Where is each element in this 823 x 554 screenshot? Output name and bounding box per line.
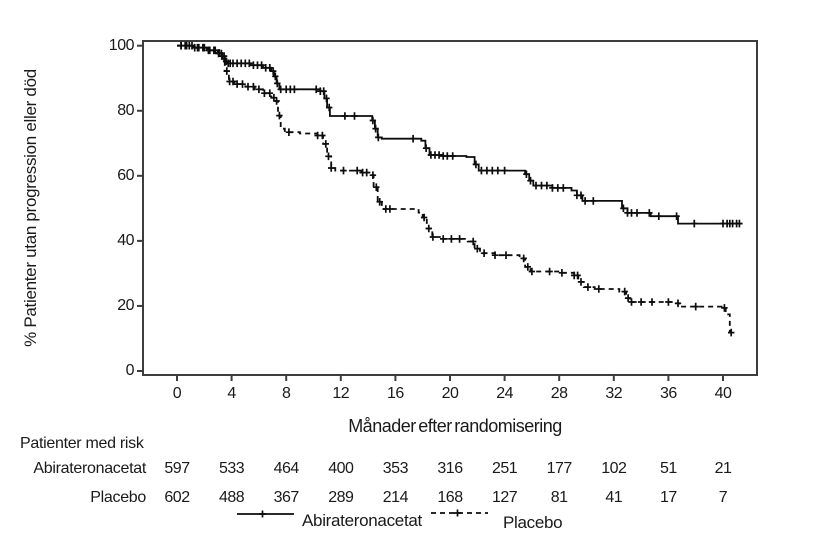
risk-count: 177: [546, 460, 573, 477]
risk-count: 214: [382, 489, 409, 506]
y-tick-label: 100: [108, 36, 135, 54]
y-tick-label: 40: [117, 231, 134, 249]
censor-marks-abirateronacetat: [177, 41, 743, 228]
risk-count: 400: [328, 460, 354, 477]
risk-count: 127: [491, 489, 518, 506]
legend-item-placebo: Placebo: [503, 513, 563, 532]
censor-marks-placebo: [177, 41, 735, 337]
legend-sample-dashed-plus-icon: [454, 509, 461, 517]
x-tick-label: 8: [281, 385, 291, 402]
risk-row-label-placebo: Placebo: [90, 489, 146, 506]
x-axis-label: Månader efter randomisering: [348, 416, 562, 436]
risk-row-label-abirateronacetat: Abirateronacetat: [33, 460, 146, 477]
risk-count: 7: [718, 489, 728, 506]
x-tick-label: 36: [659, 385, 677, 402]
risk-count: 367: [273, 489, 300, 506]
risk-count: 597: [164, 460, 190, 477]
x-tick-label: 12: [332, 385, 350, 402]
y-tick-label: 80: [117, 101, 134, 119]
risk-count: 353: [382, 460, 409, 477]
risk-count: 17: [659, 489, 677, 506]
y-tick-label: 20: [117, 296, 134, 314]
risk-table-title: Patienter med risk: [20, 435, 144, 452]
risk-count: 602: [164, 489, 190, 506]
risk-count: 102: [601, 460, 627, 477]
risk-count: 51: [659, 460, 677, 477]
risk-count: 81: [550, 489, 568, 506]
plot-frame: [142, 40, 758, 376]
x-tick-label: 16: [386, 385, 404, 402]
x-tick-label: 4: [227, 385, 236, 402]
risk-count: 289: [328, 489, 354, 506]
risk-count: 41: [605, 489, 623, 506]
risk-count: 21: [714, 460, 732, 477]
curve-abirateronacetat: [177, 44, 743, 225]
x-tick-label: 24: [496, 385, 513, 402]
risk-count: 533: [218, 460, 245, 477]
legend-sample-solid-plus-icon: [259, 510, 266, 518]
risk-count: 488: [218, 489, 245, 506]
x-tick-label: 0: [172, 385, 182, 402]
legend-item-abirateronacetat: Abirateronacetat: [302, 511, 422, 530]
risk-count: 251: [491, 460, 518, 477]
y-tick-label: 0: [125, 362, 135, 379]
risk-count: 168: [437, 489, 463, 506]
risk-count: 316: [437, 460, 463, 477]
y-tick-label: 60: [117, 166, 134, 184]
risk-count: 464: [273, 460, 300, 477]
y-axis-label: % Patienter utan progression eller död: [21, 69, 40, 347]
curve-placebo: [177, 44, 735, 334]
x-tick-label: 40: [714, 385, 732, 402]
x-tick-label: 28: [550, 385, 568, 402]
x-tick-label: 20: [441, 385, 459, 402]
x-tick-label: 32: [605, 385, 623, 402]
